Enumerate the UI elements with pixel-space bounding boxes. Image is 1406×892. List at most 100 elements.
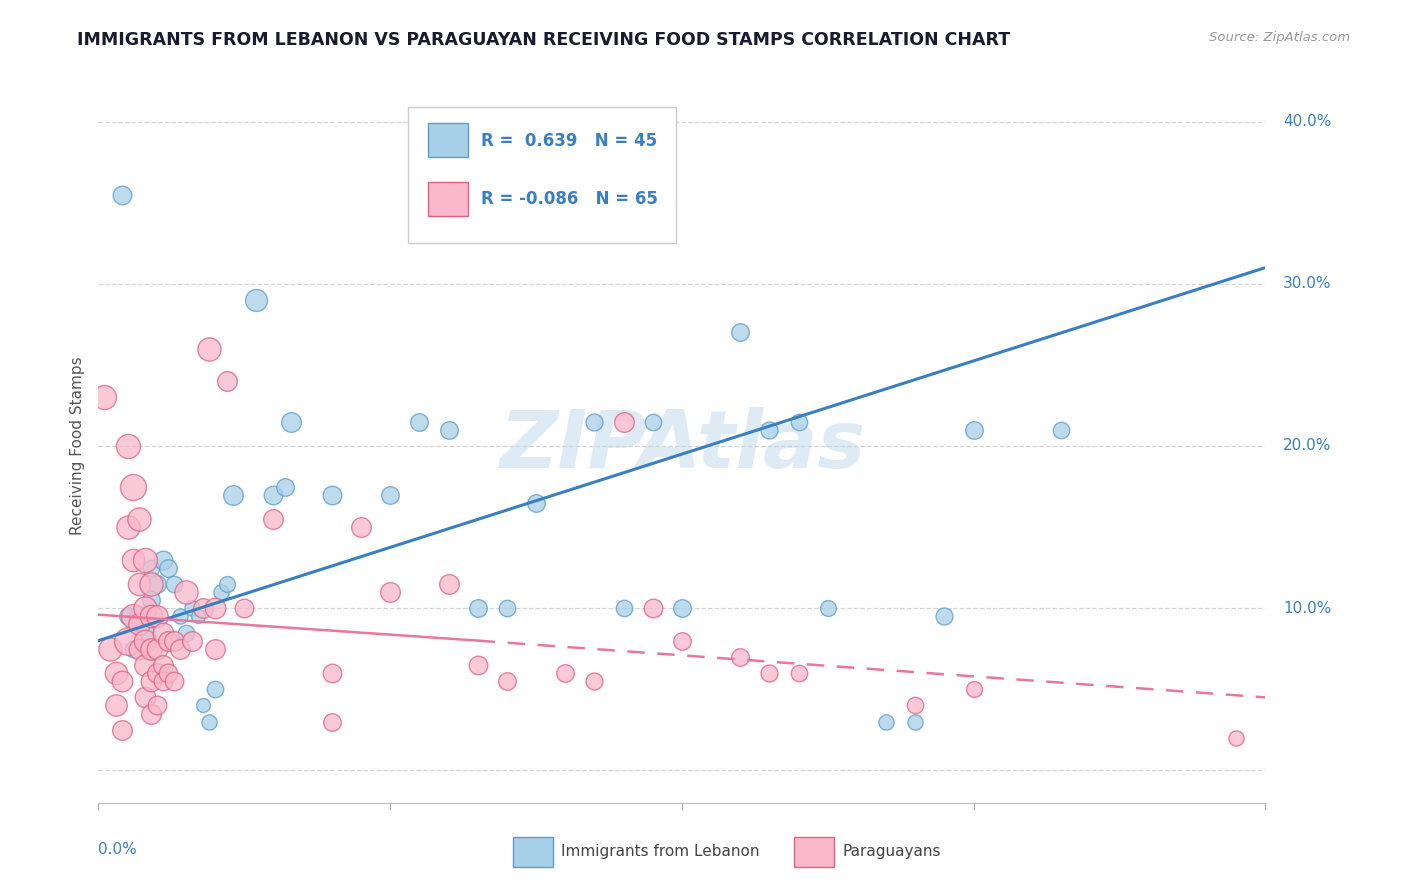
Point xyxy=(204,641,226,656)
Point xyxy=(467,601,489,615)
Point xyxy=(204,601,226,615)
Point xyxy=(198,714,221,729)
Point xyxy=(139,560,162,574)
Point xyxy=(758,423,780,437)
Point xyxy=(174,585,197,599)
Point xyxy=(134,601,156,615)
Point xyxy=(139,593,162,607)
Point xyxy=(280,415,302,429)
Text: Source: ZipAtlas.com: Source: ZipAtlas.com xyxy=(1209,31,1350,45)
Point xyxy=(128,512,150,526)
Point xyxy=(962,423,984,437)
Point xyxy=(198,342,221,356)
Text: ZIPAtlas: ZIPAtlas xyxy=(499,407,865,485)
Point xyxy=(139,609,162,624)
Point xyxy=(934,609,956,624)
Point xyxy=(128,609,150,624)
Point xyxy=(117,520,139,534)
Point xyxy=(111,187,134,202)
Point xyxy=(117,609,139,624)
Point xyxy=(321,714,343,729)
Point xyxy=(146,698,169,713)
Text: 40.0%: 40.0% xyxy=(1282,114,1331,129)
Point xyxy=(139,706,162,721)
Point xyxy=(274,479,297,493)
Point xyxy=(163,674,186,689)
Point xyxy=(641,415,664,429)
Point xyxy=(152,552,174,566)
Point xyxy=(378,488,402,502)
Point xyxy=(146,609,169,624)
Point xyxy=(93,390,115,404)
Point xyxy=(262,512,284,526)
Point xyxy=(350,520,373,534)
Text: 10.0%: 10.0% xyxy=(1282,600,1331,615)
Point xyxy=(169,609,191,624)
Point xyxy=(583,415,606,429)
Point xyxy=(437,423,460,437)
Point xyxy=(163,633,186,648)
Point xyxy=(1050,423,1073,437)
Point xyxy=(134,657,156,672)
Point xyxy=(758,666,780,681)
Point xyxy=(139,577,162,591)
Text: IMMIGRANTS FROM LEBANON VS PARAGUAYAN RECEIVING FOOD STAMPS CORRELATION CHART: IMMIGRANTS FROM LEBANON VS PARAGUAYAN RE… xyxy=(77,31,1011,49)
Point xyxy=(641,601,664,615)
Point xyxy=(378,585,402,599)
Point xyxy=(152,625,174,640)
Point xyxy=(875,714,897,729)
Point xyxy=(554,666,576,681)
Point xyxy=(139,641,162,656)
Point xyxy=(122,641,145,656)
Point xyxy=(146,666,169,681)
Y-axis label: Receiving Food Stamps: Receiving Food Stamps xyxy=(70,357,86,535)
Point xyxy=(111,674,134,689)
Point xyxy=(134,625,156,640)
Point xyxy=(122,552,145,566)
FancyBboxPatch shape xyxy=(427,123,468,157)
Point xyxy=(215,577,238,591)
Text: Paraguayans: Paraguayans xyxy=(842,845,941,859)
Text: 0.0%: 0.0% xyxy=(98,842,138,857)
Point xyxy=(1225,731,1247,745)
Point xyxy=(262,488,284,502)
Point xyxy=(117,633,139,648)
Point xyxy=(728,326,751,340)
Text: 30.0%: 30.0% xyxy=(1282,277,1331,292)
Point xyxy=(128,577,150,591)
Point xyxy=(187,609,209,624)
Point xyxy=(128,617,150,632)
Text: R = -0.086   N = 65: R = -0.086 N = 65 xyxy=(481,190,658,208)
Point xyxy=(146,641,169,656)
Point xyxy=(152,657,174,672)
Point xyxy=(524,496,547,510)
Point xyxy=(146,577,169,591)
Point xyxy=(245,293,267,307)
Point xyxy=(904,698,927,713)
Point xyxy=(169,641,191,656)
Point xyxy=(787,415,810,429)
Point xyxy=(134,552,156,566)
Point xyxy=(209,585,232,599)
Point xyxy=(321,488,343,502)
Point xyxy=(104,698,127,713)
Point xyxy=(904,714,927,729)
Point xyxy=(495,674,517,689)
Point xyxy=(193,601,215,615)
Point xyxy=(174,625,197,640)
Point xyxy=(321,666,343,681)
Point xyxy=(204,682,226,697)
Point xyxy=(180,633,202,648)
Point xyxy=(193,698,215,713)
Point xyxy=(817,601,839,615)
Point xyxy=(157,560,180,574)
Point xyxy=(495,601,517,615)
Point xyxy=(612,601,634,615)
Point xyxy=(962,682,984,697)
FancyBboxPatch shape xyxy=(427,182,468,216)
Point xyxy=(221,488,243,502)
Point xyxy=(117,439,139,453)
Text: 20.0%: 20.0% xyxy=(1282,439,1331,453)
Point xyxy=(139,674,162,689)
Point xyxy=(104,666,127,681)
